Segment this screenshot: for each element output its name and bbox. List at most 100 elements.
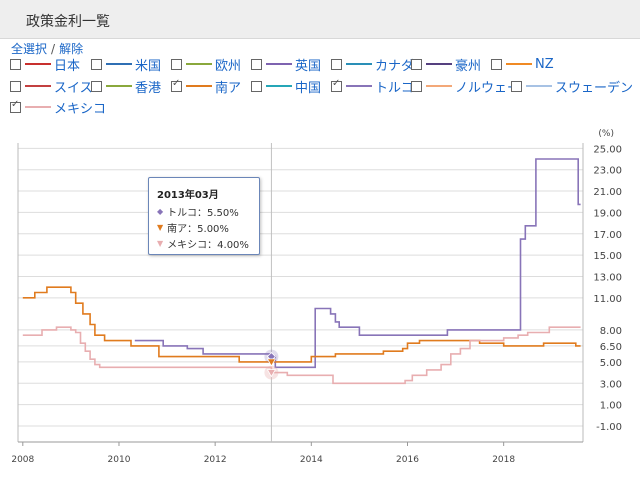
legend-label: 日本 bbox=[54, 58, 81, 74]
legend-swatch-icon bbox=[25, 85, 51, 87]
legend-label: 欧州 bbox=[215, 58, 242, 74]
tooltip-mexico-label: メキシコ：4.00% bbox=[167, 240, 249, 251]
panel-header: 政策金利一覧 bbox=[0, 0, 640, 39]
legend-swatch-icon bbox=[346, 85, 372, 87]
legend-item[interactable]: スイス bbox=[10, 78, 93, 96]
legend-item[interactable]: 南ア bbox=[171, 78, 242, 96]
legend-label: 香港 bbox=[135, 80, 162, 96]
y-tick-label: 21.00 bbox=[593, 187, 622, 198]
legend-checkbox[interactable] bbox=[251, 58, 262, 70]
legend-item[interactable]: 香港 bbox=[91, 78, 162, 96]
separator: / bbox=[51, 42, 56, 56]
legend-checkbox[interactable] bbox=[10, 58, 21, 70]
legend-label: 豪州 bbox=[455, 58, 482, 74]
chart-svg: -1.00 1.00 3.00 5.00 6.50 8.00 11.00 13.00 15.00… bbox=[11, 129, 622, 465]
legend-checkbox[interactable] bbox=[91, 80, 102, 92]
y-tick-label: 6.50 bbox=[600, 342, 622, 353]
x-tick-label: 2016 bbox=[396, 455, 419, 465]
y-tick-label: 25.00 bbox=[593, 144, 622, 155]
x-tick-label: 2012 bbox=[204, 455, 227, 465]
legend-checkbox[interactable] bbox=[411, 80, 422, 92]
legend-checkbox[interactable] bbox=[171, 58, 182, 70]
legend-item[interactable]: スウェーデン bbox=[511, 78, 634, 96]
series-line-0 bbox=[134, 158, 581, 369]
diamond-marker-icon: ◆ bbox=[157, 207, 164, 216]
tooltip-date: 2013年03月 bbox=[157, 190, 219, 201]
series-line-1 bbox=[22, 286, 581, 363]
legend-label: トルコ bbox=[375, 80, 414, 96]
x-tick-label: 2010 bbox=[108, 455, 131, 465]
legend-item[interactable]: トルコ bbox=[331, 78, 414, 96]
legend-label: カナダ bbox=[375, 58, 415, 74]
tooltip-turkey-label: トルコ：5.50% bbox=[167, 208, 239, 219]
chart: -1.00 1.00 3.00 5.00 6.50 8.00 11.00 13.00 15.00… bbox=[0, 120, 640, 480]
legend-checkbox[interactable] bbox=[91, 58, 102, 70]
y-tick-label: 1.00 bbox=[600, 401, 622, 412]
select-all-link[interactable]: 全選択 bbox=[11, 42, 48, 56]
mexico-hover-marker bbox=[266, 369, 277, 378]
legend-checkbox[interactable] bbox=[331, 58, 342, 70]
legend-checkbox[interactable] bbox=[511, 80, 522, 92]
y-tick-label: 8.00 bbox=[600, 326, 622, 337]
legend-item[interactable]: 英国 bbox=[251, 56, 322, 74]
legend-item[interactable]: 中国 bbox=[251, 78, 322, 96]
legend-item[interactable]: 米国 bbox=[91, 56, 162, 74]
legend-item[interactable]: NZ bbox=[491, 56, 554, 72]
tooltip-south-africa-label: 南ア：5.00% bbox=[167, 224, 229, 235]
legend-label: スウェーデン bbox=[555, 80, 634, 96]
legend-swatch-icon bbox=[25, 106, 51, 108]
y-tick-label: 13.00 bbox=[593, 272, 622, 283]
legend-checkbox[interactable] bbox=[251, 80, 262, 92]
panel-title: 政策金利一覧 bbox=[26, 14, 110, 30]
legend-swatch-icon bbox=[266, 63, 292, 65]
x-tick-label: 2018 bbox=[492, 455, 515, 465]
legend-swatch-icon bbox=[186, 85, 212, 87]
legend: 日本 米国 欧州 英国 カナダ 豪州 NZ スイス 香港 南ア 中国 トルコ ノルウェー スウェーデンメキ… bbox=[0, 56, 640, 117]
legend-checkbox[interactable] bbox=[171, 78, 182, 92]
legend-label: メキシコ bbox=[54, 101, 107, 117]
legend-swatch-icon bbox=[426, 63, 452, 65]
y-tick-label: 3.00 bbox=[600, 379, 622, 390]
legend-label: 中国 bbox=[295, 80, 322, 96]
legend-checkbox[interactable] bbox=[10, 80, 21, 92]
legend-item[interactable]: メキシコ bbox=[10, 99, 107, 117]
legend-checkbox[interactable] bbox=[331, 78, 342, 92]
y-tick-label: -1.00 bbox=[596, 422, 622, 433]
legend-item[interactable]: 欧州 bbox=[171, 56, 242, 74]
legend-checkbox[interactable] bbox=[491, 58, 502, 70]
legend-swatch-icon bbox=[426, 85, 452, 87]
legend-swatch-icon bbox=[506, 63, 532, 65]
unit-label: (%) bbox=[598, 129, 614, 139]
legend-swatch-icon bbox=[186, 63, 212, 65]
legend-swatch-icon bbox=[346, 63, 372, 65]
legend-label: ノルウェー bbox=[455, 80, 521, 96]
tooltip: 2013年03月 ◆ トルコ：5.50% ▼ 南ア：5.00% ▼ メキシコ：4… bbox=[148, 177, 260, 255]
tooltip-row-turkey: ◆ トルコ：5.50% bbox=[157, 204, 239, 219]
legend-swatch-icon bbox=[25, 63, 51, 65]
legend-label: 米国 bbox=[135, 58, 162, 74]
clear-all-link[interactable]: 解除 bbox=[59, 42, 84, 56]
y-tick-label: 15.00 bbox=[593, 251, 622, 262]
legend-label: 英国 bbox=[295, 58, 322, 74]
legend-label: スイス bbox=[54, 80, 93, 96]
legend-checkbox[interactable] bbox=[10, 99, 21, 113]
legend-label: 南ア bbox=[215, 80, 242, 96]
legend-swatch-icon bbox=[106, 63, 132, 65]
legend-checkbox[interactable] bbox=[411, 58, 422, 70]
legend-item[interactable]: 日本 bbox=[10, 56, 81, 74]
y-tick-label: 19.00 bbox=[593, 208, 622, 219]
legend-swatch-icon bbox=[106, 85, 132, 87]
tooltip-row-south-africa: ▼ 南ア：5.00% bbox=[157, 220, 229, 235]
legend-item[interactable]: カナダ bbox=[331, 56, 415, 74]
series-line-2 bbox=[22, 326, 581, 385]
y-tick-label: 11.00 bbox=[593, 294, 622, 305]
legend-item[interactable]: ノルウェー bbox=[411, 78, 521, 96]
triangle-marker-icon: ▼ bbox=[157, 239, 164, 248]
legend-swatch-icon bbox=[526, 85, 552, 87]
triangle-marker-icon: ▼ bbox=[157, 223, 164, 232]
south-africa-hover-marker bbox=[266, 358, 277, 367]
x-tick-label: 2008 bbox=[11, 455, 34, 465]
selection-controls: 全選択 / 解除 bbox=[11, 40, 83, 57]
legend-item[interactable]: 豪州 bbox=[411, 56, 482, 74]
y-tick-label: 23.00 bbox=[593, 166, 622, 177]
